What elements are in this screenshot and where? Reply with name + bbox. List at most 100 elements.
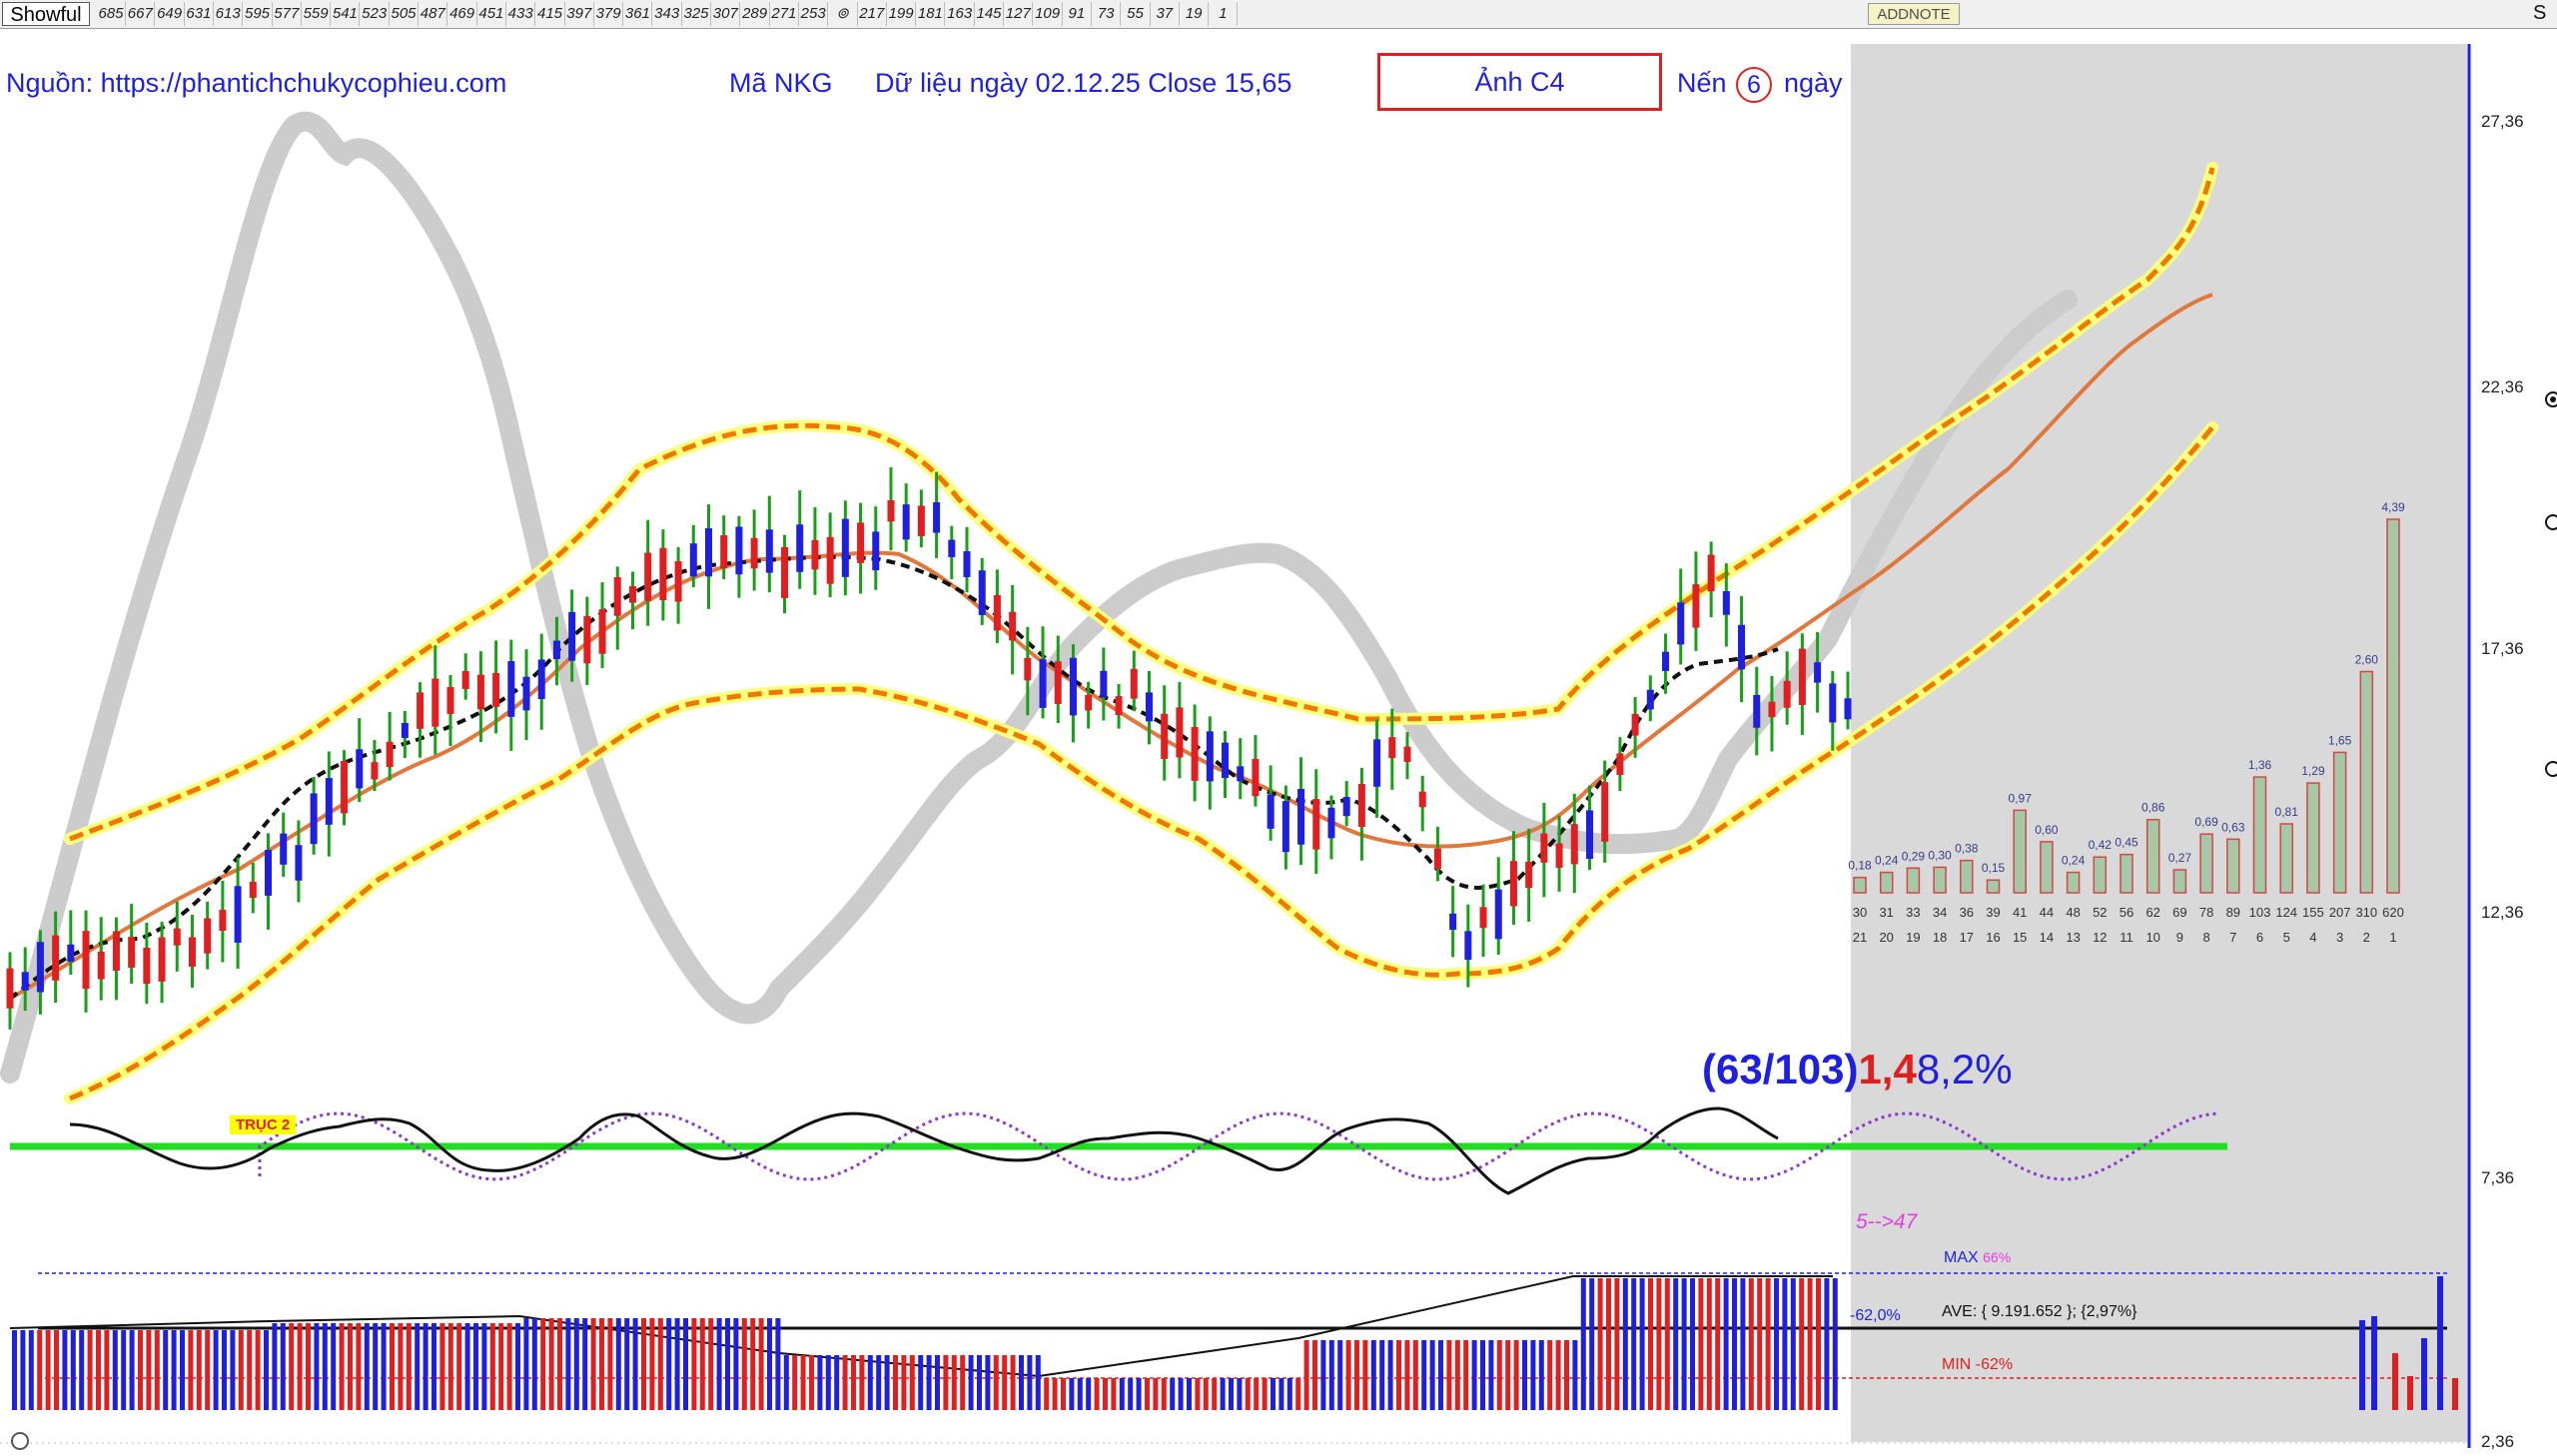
ruler-number[interactable]: 469 [449, 5, 475, 22]
candle-up [796, 490, 804, 589]
candle-body [826, 536, 834, 584]
source-label[interactable]: Nguồn: https://phantichchukycophieu.com [6, 68, 507, 98]
candle-up [689, 524, 697, 587]
ruler-number[interactable]: 127 [1005, 5, 1031, 22]
ruler-number[interactable]: 109 [1035, 5, 1061, 22]
candle-body [1297, 788, 1305, 845]
addnote-button[interactable]: ADDNOTE [1868, 3, 1960, 25]
ruler-target-icon[interactable]: ⊚ [836, 5, 849, 22]
ruler-number[interactable]: 181 [917, 5, 943, 22]
ruler-number[interactable]: 19 [1185, 5, 1203, 22]
dist-bar [2199, 833, 2213, 894]
ruler-number[interactable]: 217 [859, 5, 885, 22]
ruler-number[interactable]: 487 [420, 5, 445, 22]
ruler-number[interactable]: 73 [1097, 5, 1115, 22]
ruler-number[interactable]: 163 [947, 5, 973, 22]
ruler-separator [504, 2, 506, 26]
volume-bar [339, 1323, 345, 1410]
ruler-number[interactable]: 433 [507, 5, 533, 22]
volume-bar [1471, 1340, 1477, 1410]
ruler-number[interactable]: 361 [624, 5, 650, 22]
showful-button[interactable]: Showful [2, 2, 90, 26]
volume-bar [565, 1318, 571, 1410]
dist-bar [2279, 823, 2293, 894]
candle-body [1357, 783, 1365, 828]
dist-bar [2013, 809, 2027, 894]
volume-bar [876, 1355, 882, 1410]
ruler-number[interactable]: 505 [391, 5, 417, 22]
volume-bar [725, 1318, 730, 1410]
ruler-number[interactable]: 145 [976, 5, 1002, 22]
ruler-number[interactable]: 613 [215, 5, 241, 22]
gray-cycle-curve [0, 111, 2078, 1084]
candle-body [492, 672, 500, 707]
ruler-number[interactable]: 91 [1068, 5, 1086, 22]
ruler-number[interactable]: 379 [595, 5, 621, 22]
ruler-separator [622, 2, 624, 26]
dist-bar [2093, 856, 2108, 894]
ruler-number[interactable]: 37 [1156, 5, 1174, 22]
ruler-number[interactable]: 253 [800, 5, 826, 22]
ruler-separator [563, 2, 565, 26]
volume-bar [985, 1355, 991, 1410]
volume-bar [809, 1355, 814, 1410]
ruler-number[interactable]: 415 [536, 5, 563, 22]
ruler-number[interactable]: 541 [332, 5, 358, 22]
candle-up [21, 947, 29, 1012]
ruler-separator [915, 2, 917, 26]
ruler-number[interactable]: 397 [566, 5, 592, 22]
ruler-number[interactable]: 595 [244, 5, 271, 22]
volume-bar [792, 1355, 798, 1410]
candle-up [963, 526, 971, 593]
candle-body [948, 539, 956, 557]
ruler-separator [1208, 2, 1210, 26]
ruler-number[interactable]: 451 [478, 5, 504, 22]
volume-bar [1229, 1378, 1234, 1410]
dist-top-label: 52 [2093, 905, 2107, 920]
ruler-separator [125, 2, 126, 26]
ruler-number[interactable]: 1 [1219, 5, 1228, 22]
volume-bar [1807, 1278, 1813, 1410]
volume-bar [1438, 1340, 1443, 1410]
volume-bar [1320, 1340, 1326, 1410]
ruler-separator [1003, 2, 1004, 26]
ruler-number[interactable]: 577 [274, 5, 300, 22]
ruler-number[interactable]: 325 [683, 5, 709, 22]
dist-value-label: 0,24 [2062, 854, 2086, 868]
ruler-separator [1120, 2, 1122, 26]
ruler-number[interactable]: 199 [888, 5, 914, 22]
candle-down [628, 571, 636, 630]
corner-s-button[interactable]: S [2533, 2, 2547, 24]
ruler-number[interactable]: 685 [98, 5, 124, 22]
candle-up [1677, 568, 1685, 665]
ruler-number[interactable]: 271 [771, 5, 797, 22]
ruler-number[interactable]: 523 [362, 5, 388, 22]
candle-body [52, 935, 60, 981]
ratio-count: (63/103) [1702, 1046, 1859, 1092]
volume-bar [1690, 1278, 1695, 1410]
candle-body [1692, 584, 1700, 628]
ruler-separator [680, 2, 682, 26]
dist-top-label: 36 [1960, 905, 1974, 920]
ruler-number[interactable]: 649 [157, 5, 183, 22]
ruler-number[interactable]: 307 [712, 5, 738, 22]
moving-average-lines [8, 293, 2213, 1001]
ruler-number[interactable]: 289 [742, 5, 768, 22]
volume-bar [1421, 1340, 1427, 1410]
candle-body [568, 611, 576, 661]
candle-down [461, 653, 469, 700]
ruler-number[interactable]: 343 [654, 5, 680, 22]
ruler-number[interactable]: 667 [127, 5, 153, 22]
ruler-number[interactable]: 55 [1127, 5, 1144, 22]
candle-down [1161, 685, 1169, 781]
recent-volume-bar [2452, 1378, 2458, 1410]
ruler-number[interactable]: 559 [303, 5, 329, 22]
lower-band [69, 425, 2214, 1101]
ruler-separator [768, 2, 770, 26]
volume-bar [1732, 1278, 1737, 1410]
ruler-number[interactable]: 631 [186, 5, 212, 22]
volume-bar [1245, 1378, 1251, 1410]
volume-bar [1656, 1278, 1662, 1410]
candle-body [507, 661, 515, 717]
